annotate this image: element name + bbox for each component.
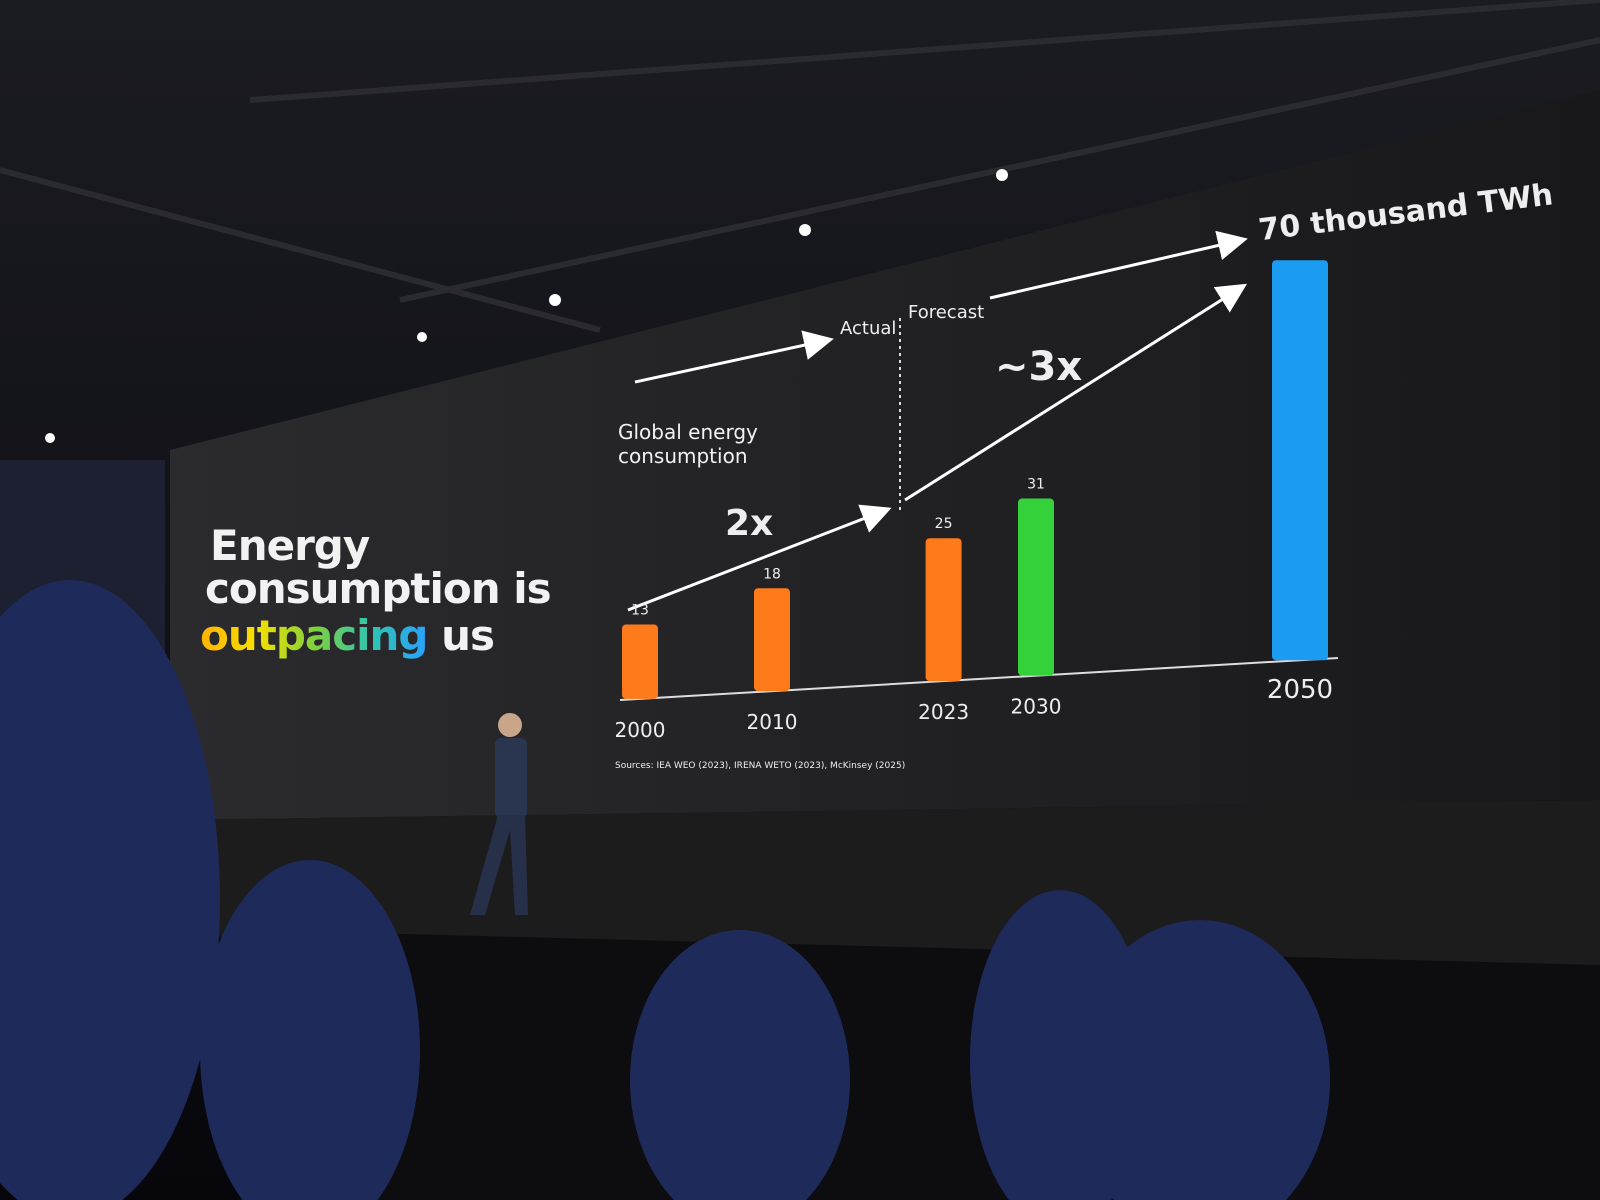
x-tick-label: 2050	[1267, 675, 1333, 705]
x-tick-label: 2030	[1011, 695, 1062, 719]
baseline	[619, 657, 1339, 701]
source: Sources: IEA WEO (2023), IRENA WETO (202…	[615, 761, 905, 771]
annotation-arrows	[627, 230, 1248, 612]
title-highlight: outpacing	[200, 611, 428, 660]
bar	[754, 588, 790, 692]
x-tick-label: 2010	[747, 710, 798, 734]
value-label: 18	[763, 566, 781, 582]
ceiling-lights	[45, 169, 1008, 443]
speaker	[470, 713, 528, 915]
bar	[622, 624, 658, 699]
value-label: 13	[631, 603, 649, 619]
audience	[0, 580, 1330, 1200]
title: Energy	[210, 521, 370, 570]
x-tick-label: 2023	[918, 700, 969, 724]
stage-floor	[250, 930, 1600, 1200]
growth-label: 2x	[725, 503, 773, 544]
title: us	[441, 611, 495, 660]
growth-label: ~3x	[995, 344, 1082, 390]
slide	[170, 90, 1600, 820]
series-label: Global energy consumption	[618, 420, 758, 468]
value-label: 31	[1027, 477, 1045, 493]
title: outpacing us	[200, 615, 495, 657]
bar	[1018, 498, 1054, 676]
bar	[925, 538, 962, 682]
forecast-label: Forecast	[908, 302, 984, 323]
x-tick-label: 2000	[615, 718, 666, 742]
actual-label: Actual	[840, 318, 896, 339]
value-label: 25	[935, 516, 953, 532]
title: consumption is	[205, 564, 552, 613]
bar	[1272, 260, 1328, 661]
